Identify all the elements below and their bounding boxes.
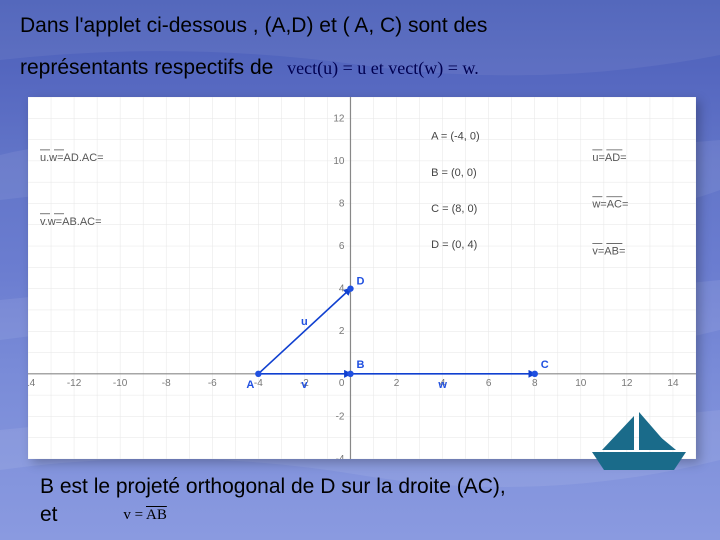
svg-text:-10: -10 bbox=[113, 378, 128, 389]
svg-text:6: 6 bbox=[339, 241, 345, 252]
svg-text:u=AD=: u=AD= bbox=[592, 152, 626, 164]
svg-text:C = (8, 0): C = (8, 0) bbox=[431, 203, 477, 215]
footer-line2-prefix: et bbox=[40, 503, 58, 526]
svg-text:v: v bbox=[301, 379, 308, 391]
svg-text:-4: -4 bbox=[336, 454, 345, 459]
svg-text:A: A bbox=[246, 379, 254, 391]
header-prefix: représentants respectifs de bbox=[20, 56, 273, 79]
svg-text:-6: -6 bbox=[208, 378, 217, 389]
boat-icon bbox=[584, 408, 694, 478]
svg-text:v=AB=: v=AB= bbox=[592, 245, 625, 257]
svg-text:2: 2 bbox=[339, 326, 345, 337]
svg-text:-12: -12 bbox=[67, 378, 82, 389]
header-text-line2: représentants respectifs de vect(u) = u … bbox=[0, 42, 720, 82]
svg-text:B: B bbox=[356, 359, 364, 371]
svg-text:8: 8 bbox=[532, 378, 538, 389]
svg-text:D: D bbox=[356, 275, 364, 287]
svg-text:4: 4 bbox=[339, 283, 345, 294]
svg-text:D = (0, 4): D = (0, 4) bbox=[431, 239, 477, 251]
header-formula: vect(u) = u et vect(w) = w. bbox=[287, 58, 479, 78]
svg-text:w=AC=: w=AC= bbox=[591, 198, 628, 210]
footer-line1: B est le projeté orthogonal de D sur la … bbox=[40, 475, 506, 498]
geometry-applet[interactable]: -14-12-10-8-6-4-22468101214-4-2246810120… bbox=[28, 97, 696, 459]
svg-text:0: 0 bbox=[339, 378, 345, 389]
svg-text:12: 12 bbox=[333, 113, 345, 124]
svg-text:C: C bbox=[541, 359, 549, 371]
chart-svg: -14-12-10-8-6-4-22468101214-4-2246810120… bbox=[28, 97, 696, 459]
svg-text:u: u bbox=[301, 316, 308, 328]
svg-text:8: 8 bbox=[339, 198, 345, 209]
svg-text:v.w=AB.AC=: v.w=AB.AC= bbox=[40, 215, 102, 227]
svg-text:-8: -8 bbox=[162, 378, 171, 389]
svg-text:u.w=AD.AC=: u.w=AD.AC= bbox=[40, 152, 104, 164]
header-text-line1: Dans l'applet ci-dessous , (A,D) et ( A,… bbox=[0, 0, 720, 40]
svg-text:10: 10 bbox=[333, 156, 345, 167]
svg-text:w: w bbox=[437, 379, 447, 391]
svg-text:B = (0, 0): B = (0, 0) bbox=[431, 166, 477, 178]
svg-text:12: 12 bbox=[621, 378, 633, 389]
svg-text:2: 2 bbox=[394, 378, 400, 389]
svg-text:-2: -2 bbox=[336, 411, 345, 422]
svg-text:14: 14 bbox=[667, 378, 679, 389]
svg-text:-4: -4 bbox=[254, 378, 263, 389]
svg-text:6: 6 bbox=[486, 378, 492, 389]
svg-text:10: 10 bbox=[575, 378, 587, 389]
svg-text:-14: -14 bbox=[28, 378, 36, 389]
footer-formula: v = AB bbox=[123, 507, 166, 523]
svg-text:A = (-4, 0): A = (-4, 0) bbox=[431, 130, 480, 142]
